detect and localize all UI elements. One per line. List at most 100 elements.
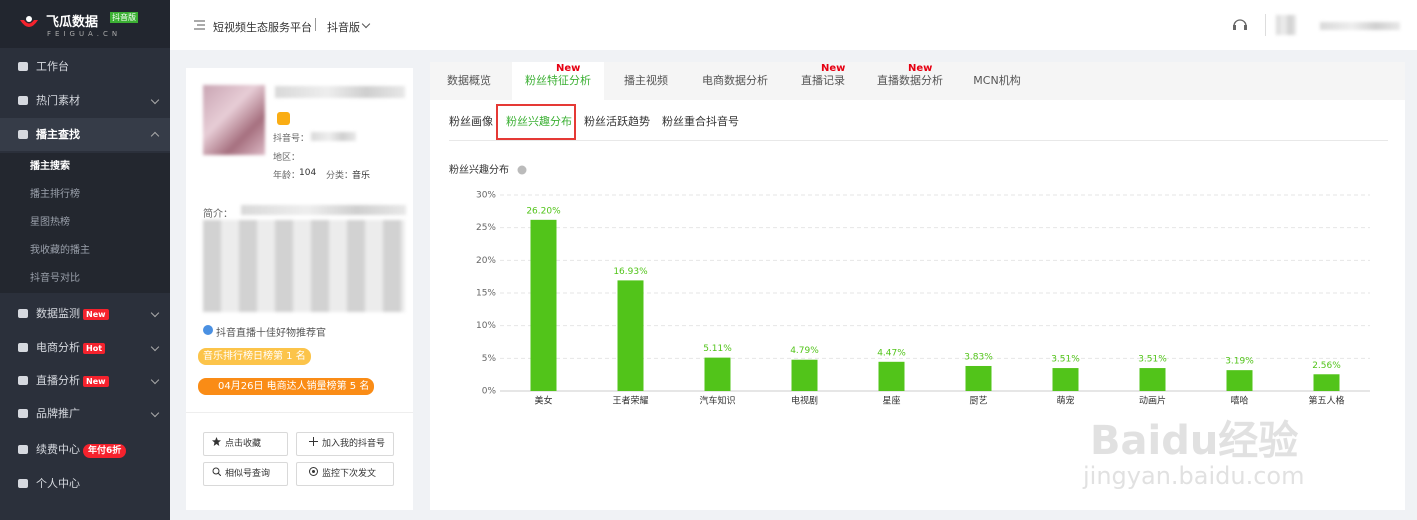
tab[interactable]: MCN机构 [973, 74, 1021, 87]
submenu-label: 我收藏的播主 [30, 245, 90, 256]
logo-icon [20, 16, 38, 27]
tab[interactable]: 数据概览 [447, 74, 491, 87]
menu-tag: New [83, 376, 109, 387]
intro-text [203, 220, 405, 312]
x-tick-label: 美女 [534, 395, 552, 407]
value-label: 26.20% [526, 206, 561, 216]
submenu-item[interactable]: 抖音号对比 [0, 265, 170, 293]
menu-item[interactable]: 电商分析 Hot [0, 331, 170, 364]
y-tick-label: 20% [476, 256, 496, 266]
menu-icon [18, 96, 28, 105]
menu-tag: New [83, 309, 109, 320]
menu-item[interactable]: 数据监测 New [0, 297, 170, 330]
tab[interactable]: 播主视频 [624, 74, 668, 87]
menu-label: 直播分析 [36, 374, 80, 387]
logo-domain: FEIGUA.CN [47, 30, 122, 38]
expand-arrow [150, 375, 160, 385]
support-icon[interactable] [1232, 16, 1248, 34]
menu-item[interactable]: 播主查找 [0, 118, 170, 151]
expand-arrow [150, 408, 160, 418]
menu-label: 电商分析 [36, 341, 80, 354]
chart: 粉丝兴趣分布 0% 5% 10% 15% 20% 25% 30% 美女 26.20% 王者荣耀 16… [449, 163, 1370, 407]
submenu-label: 播主搜索 [30, 161, 70, 172]
subtab[interactable]: 粉丝活跃趋势 [584, 115, 650, 128]
logo: 飞瓜数据 抖音版 FEIGUA.CN [0, 0, 170, 48]
value-label: 4.79% [790, 346, 819, 356]
menu-label: 品牌推广 [36, 407, 80, 420]
value-label: 3.19% [1225, 357, 1254, 367]
monitor-button[interactable]: 监控下次发文 [296, 462, 394, 486]
bar [1313, 374, 1340, 391]
favorite-button[interactable]: 点击收藏 [203, 432, 288, 456]
tab-new-tag: New [556, 63, 581, 74]
menu-tag: Hot [83, 343, 106, 354]
user-name[interactable] [1320, 22, 1400, 30]
highlight-box [496, 104, 576, 140]
submenu-item[interactable]: 星图热榜 [0, 209, 170, 237]
value-label: 3.51% [1051, 355, 1080, 365]
subtab[interactable]: 粉丝兴趣分布 [506, 115, 572, 128]
ranking-badge[interactable]: 音乐排行榜日榜第 1 名 [198, 348, 311, 365]
logo-text: 飞瓜数据 [46, 15, 99, 30]
menu-icon [18, 409, 28, 418]
tab[interactable]: 电商数据分析 [702, 74, 768, 87]
menu-icon [18, 445, 28, 454]
expand-arrow [150, 308, 160, 318]
menu-item[interactable]: 个人中心 [0, 467, 170, 500]
tab-new-tag: New [821, 63, 846, 74]
tab[interactable]: 粉丝特征分析 [512, 62, 604, 100]
tab-new-tag: New [908, 63, 933, 74]
topbar: 短视频生态服务平台 抖音版 [170, 0, 1417, 50]
level-badge [277, 112, 290, 125]
value-label: 3.83% [964, 352, 993, 362]
add-button[interactable]: 加入我的抖音号 [296, 432, 394, 456]
verified-title: 抖音直播十佳好物推荐官 [216, 328, 326, 339]
x-tick-label: 动画片 [1139, 395, 1166, 407]
subtab[interactable]: 粉丝画像 [449, 115, 493, 128]
subtab[interactable]: 粉丝重合抖音号 [662, 115, 739, 128]
submenu-label: 星图热榜 [30, 217, 70, 228]
divider [449, 140, 1388, 141]
divider [186, 412, 413, 413]
menu-item[interactable]: 热门素材 [0, 84, 170, 117]
submenu-label: 抖音号对比 [30, 273, 80, 284]
menu-item[interactable]: 直播分析 New [0, 364, 170, 397]
x-tick-label: 萌宠 [1056, 395, 1074, 407]
submenu-item[interactable]: 播主搜索 [0, 153, 170, 181]
menu-icon [18, 479, 28, 488]
dropdown-arrow [361, 19, 371, 29]
menu-label: 续费中心 [36, 443, 80, 456]
help-icon[interactable] [517, 165, 527, 175]
menu-item[interactable]: 工作台 [0, 50, 170, 83]
menu-item[interactable]: 续费中心 年付6折 [0, 433, 170, 466]
menu-icon [18, 343, 28, 352]
x-tick-label: 嘻哈 [1230, 395, 1248, 407]
button-label: 加入我的抖音号 [322, 439, 386, 449]
platform-name: 短视频生态服务平台 [213, 21, 312, 34]
y-tick-label: 25% [476, 223, 496, 233]
bar [1139, 368, 1166, 391]
submenu-item[interactable]: 播主排行榜 [0, 181, 170, 209]
similar-button[interactable]: 相似号查询 [203, 462, 288, 486]
bar [878, 361, 905, 391]
bar [791, 359, 818, 391]
submenu-item[interactable]: 我收藏的播主 [0, 237, 170, 265]
menu-tag: 年付6折 [83, 444, 127, 458]
version-switch[interactable]: 抖音版 [327, 21, 360, 34]
user-avatar[interactable] [1276, 15, 1296, 35]
nickname [275, 86, 405, 98]
x-tick-label: 电视剧 [791, 395, 818, 407]
sidebar: 飞瓜数据 抖音版 FEIGUA.CN 工作台 热门素材 播主查找播主搜索播主排行榜星… [0, 0, 170, 520]
value-label: 2.56% [1312, 361, 1341, 371]
tab[interactable]: 直播数据分析 [877, 74, 943, 87]
age-label: 年龄： [273, 171, 301, 181]
watermark-url: jingyan.baidu.com [1083, 462, 1305, 490]
menu-icon [18, 309, 28, 318]
tab[interactable]: 直播记录 [801, 74, 845, 87]
button-label: 相似号查询 [225, 469, 271, 479]
menu-item[interactable]: 品牌推广 [0, 397, 170, 430]
ranking-badge[interactable]: 04月26日 电商达人销量榜第 5 名 [198, 378, 375, 395]
x-tick-label: 汽车知识 [699, 395, 735, 407]
menu-label: 数据监测 [36, 307, 80, 320]
category-label: 分类： [326, 171, 354, 181]
